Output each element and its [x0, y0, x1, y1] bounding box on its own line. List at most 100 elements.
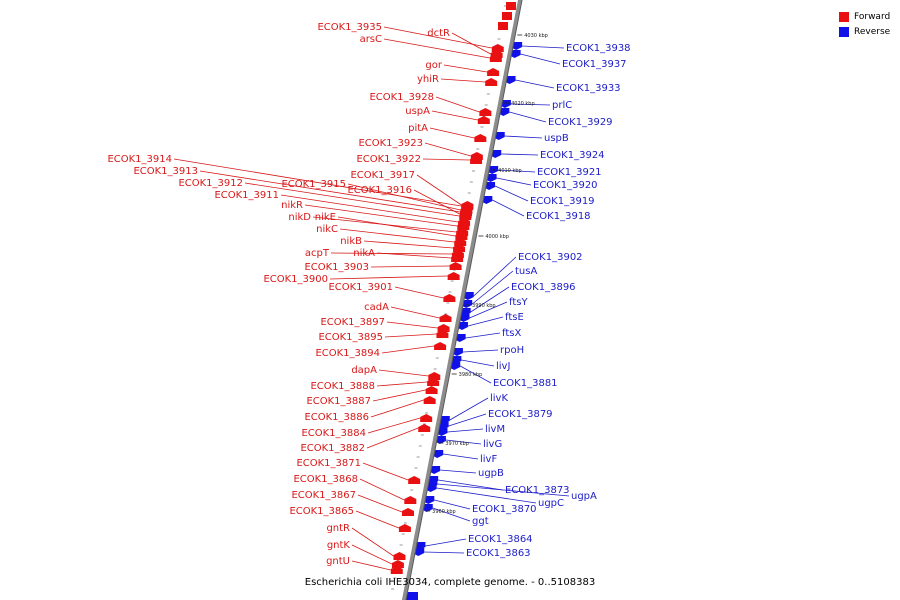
- legend-reverse-swatch: [839, 26, 849, 37]
- ruler-tick-label: 3980 kbp: [459, 372, 483, 378]
- forward-gene-feature: [457, 222, 470, 230]
- forward-gene-feature: [451, 254, 464, 262]
- forward-leader-line: [351, 544, 393, 565]
- reverse-gene-label: uspB: [544, 133, 569, 144]
- forward-gene-feature: [474, 134, 487, 142]
- forward-gene-feature: [408, 476, 421, 484]
- forward-leader-line: [366, 427, 419, 449]
- forward-gene-label: ECOK1_3888: [310, 381, 375, 392]
- forward-leader-line: [431, 110, 478, 121]
- reverse-leader-line: [449, 397, 489, 421]
- legend-reverse: Reverse: [839, 24, 890, 39]
- forward-leader-line: [173, 158, 462, 207]
- ruler-tick-label: 3990 kbp: [472, 303, 496, 309]
- forward-gene-label: ECOK1_3923: [358, 138, 423, 149]
- forward-leader-line: [378, 369, 429, 377]
- forward-gene-feature: [443, 294, 456, 302]
- forward-gene-label: ECOK1_3935: [317, 22, 382, 33]
- forward-gene-label: ECOK1_3886: [304, 412, 369, 423]
- forward-gene-label: nikB: [340, 236, 362, 247]
- reverse-leader-line: [473, 256, 517, 297]
- forward-gene-feature: [404, 496, 417, 504]
- forward-gene-label: ECOK1_3868: [293, 474, 358, 485]
- forward-gene-label: ECOK1_3897: [320, 317, 385, 328]
- reverse-leader-line: [432, 507, 471, 522]
- gene-labels: ECOK1_3935 dctR arsC gor yhiR ECOK1_3928 uspA p…: [107, 22, 630, 567]
- forward-gene-feature: [420, 414, 433, 422]
- ruler-tick-label: 3960 kbp: [432, 509, 456, 515]
- reverse-gene-label: ECOK1_3921: [537, 167, 602, 178]
- ruler-ticks: 4030 kbp 4020 kbp 4010 kbp 4000 kbp 3990 kbp…: [425, 33, 548, 515]
- reverse-leader-line: [467, 316, 504, 327]
- reverse-leader-line: [462, 349, 499, 353]
- forward-leader-line: [351, 560, 391, 571]
- forward-gene-label: ECOK1_3917: [350, 170, 415, 181]
- forward-leader-line: [357, 494, 403, 513]
- forward-leader-line: [435, 96, 480, 113]
- legend-forward: Forward: [839, 9, 890, 24]
- forward-gene-feature: [423, 396, 436, 404]
- reverse-leader-line: [448, 413, 487, 427]
- forward-gene-label: uspA: [405, 106, 430, 117]
- legend-reverse-label: Reverse: [854, 26, 891, 37]
- forward-gene-feature: [449, 262, 462, 270]
- forward-leader-line: [355, 510, 400, 529]
- reverse-leader-line: [440, 469, 477, 474]
- reverse-leader-line: [438, 479, 504, 491]
- forward-gene-label: ECOK1_3903: [304, 262, 369, 273]
- ruler-tick-label: 3970 kbp: [445, 441, 469, 447]
- forward-gene-label: ECOK1_3911: [214, 190, 279, 201]
- forward-gene-label: ECOK1_3884: [301, 428, 366, 439]
- forward-gene-label: ECOK1_3928: [369, 92, 434, 103]
- reverse-gene-label: ECOK1_3902: [518, 252, 583, 263]
- forward-leader-line: [244, 182, 460, 217]
- forward-gene-feature: [459, 210, 472, 218]
- forward-leader-line: [376, 381, 428, 387]
- reverse-leader-line: [494, 185, 529, 202]
- forward-gene-feature: [418, 424, 431, 432]
- reverse-gene-label: ECOK1_3896: [511, 282, 576, 293]
- forward-gene-feature: [437, 324, 450, 332]
- forward-gene-label: ECOK1_3882: [300, 443, 365, 454]
- reverse-leader-line: [470, 286, 510, 313]
- reverse-gene-label: ugpB: [478, 468, 504, 479]
- reverse-gene-label: prlC: [552, 100, 572, 111]
- reverse-leader-line: [424, 551, 465, 554]
- forward-gene-label: ECOK1_3895: [318, 332, 383, 343]
- reverse-gene-label: ECOK1_3873: [505, 485, 570, 496]
- forward-gene-label: yhiR: [417, 74, 439, 85]
- forward-gene-label: nikR: [281, 200, 303, 211]
- reverse-gene-label: ECOK1_3919: [530, 196, 595, 207]
- reverse-gene-label: livF: [480, 454, 497, 465]
- reverse-leader-line: [501, 153, 539, 156]
- legend: Forward Reverse: [839, 9, 890, 39]
- forward-leader-line: [422, 158, 471, 161]
- forward-gene-label: pitA: [408, 123, 428, 134]
- forward-leader-line: [362, 462, 409, 481]
- forward-leader-line: [383, 38, 490, 59]
- forward-gene-feature: [401, 508, 414, 516]
- forward-leader-line: [440, 78, 486, 83]
- forward-gene-label: ECOK1_3912: [178, 178, 243, 189]
- reverse-leader-line: [520, 53, 561, 65]
- reverse-gene-label: ECOK1_3920: [533, 180, 598, 191]
- forward-gene-label: nikD: [288, 212, 311, 223]
- forward-gene-feature: [434, 342, 447, 350]
- reverse-leader-line: [510, 103, 551, 106]
- forward-gene-label: gntK: [327, 540, 351, 551]
- forward-leader-line: [443, 64, 488, 73]
- forward-gene-label: gntR: [326, 523, 350, 534]
- reverse-leader-line: [437, 483, 570, 497]
- reverse-gene-label: ECOK1_3864: [468, 534, 533, 545]
- forward-gene-feature: [506, 2, 516, 10]
- map-caption: Escherichia coli IHE3034, complete genom…: [304, 577, 596, 588]
- reverse-gene-label: ugpA: [571, 491, 597, 502]
- reverse-leader-line: [460, 365, 492, 384]
- forward-leader-line: [280, 194, 459, 223]
- forward-gene-label: nikA: [353, 248, 375, 259]
- leader-lines: [173, 26, 570, 571]
- forward-gene-feature: [479, 108, 492, 116]
- forward-gene-feature: [470, 156, 483, 164]
- forward-gene-feature: [447, 272, 460, 280]
